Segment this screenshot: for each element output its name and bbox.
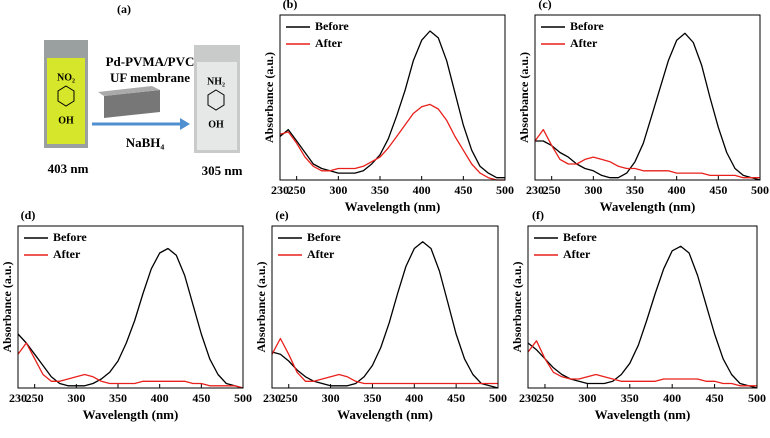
x-tick-label: 230 xyxy=(519,391,537,405)
x-axis-label: Wavelength (nm) xyxy=(337,407,433,422)
x-tick-label: 500 xyxy=(234,391,252,405)
x-tick-label: 500 xyxy=(748,391,766,405)
schematic: (a) NO₂ OH NH₂ OH Pd-PVMA/PVC UF membran… xyxy=(44,2,243,178)
x-tick-label: 450 xyxy=(447,391,465,405)
x-tick-label: 500 xyxy=(489,391,507,405)
x-tick-label: 250 xyxy=(26,391,44,405)
line xyxy=(279,103,505,181)
y-axis-label: Absorbance (a.u.) xyxy=(262,52,276,143)
x-axis-label: Wavelength (nm) xyxy=(595,407,691,422)
x-tick-label: 300 xyxy=(584,183,602,197)
x-tick-label: 300 xyxy=(329,183,347,197)
wavelength-label: 305 nm xyxy=(202,163,243,178)
x-axis-label: Wavelength (nm) xyxy=(83,407,179,422)
x-tick-label: 250 xyxy=(536,391,554,405)
panel-label: (e) xyxy=(275,208,288,222)
arrowhead xyxy=(180,118,190,130)
x-tick-label: 400 xyxy=(151,391,169,405)
legend-label: Before xyxy=(315,19,349,33)
legend-label: After xyxy=(570,36,598,50)
solution xyxy=(197,62,237,150)
x-tick-label: 300 xyxy=(578,391,596,405)
solution xyxy=(47,58,85,144)
x-tick-label: 350 xyxy=(371,183,389,197)
group-label: OH xyxy=(58,115,74,126)
x-tick-label: 350 xyxy=(626,183,644,197)
membrane-label: UF membrane xyxy=(110,70,190,85)
legend-label: Before xyxy=(563,230,597,244)
line xyxy=(17,342,244,389)
x-tick-label: 230 xyxy=(271,183,289,197)
x-tick-label: 250 xyxy=(280,391,298,405)
legend-label: After xyxy=(307,247,335,261)
x-tick-label: 500 xyxy=(496,183,514,197)
x-tick-label: 450 xyxy=(709,183,727,197)
line xyxy=(527,245,758,389)
legend-label: After xyxy=(53,247,81,261)
line xyxy=(535,32,761,181)
y-axis-label: Absorbance (a.u.) xyxy=(517,52,531,143)
chart: (c) 250 300 350 400 450 500 230 Wavelength (nm) A… xyxy=(517,0,769,214)
x-tick-label: 400 xyxy=(405,391,423,405)
group-label: NO₂ xyxy=(57,72,75,83)
x-tick-label: 230 xyxy=(526,183,544,197)
reagent-label: NaBH₄ xyxy=(126,135,165,150)
legend-label: Before xyxy=(307,230,341,244)
membrane xyxy=(98,86,160,96)
benzene xyxy=(57,85,75,107)
panel-label: (d) xyxy=(21,208,36,222)
panel-label: (c) xyxy=(538,0,551,11)
panel-label: (a) xyxy=(117,2,131,16)
y-axis-label: Absorbance (a.u.) xyxy=(510,261,524,352)
line xyxy=(271,337,498,385)
plot-frame xyxy=(279,14,506,181)
y-axis-label: Absorbance (a.u.) xyxy=(0,261,14,352)
membrane xyxy=(104,90,160,118)
x-axis-label: Wavelength (nm) xyxy=(345,199,441,214)
x-tick-label: 230 xyxy=(9,391,27,405)
panel-label: (f) xyxy=(532,208,544,222)
legend-label: Before xyxy=(53,230,87,244)
x-tick-label: 500 xyxy=(751,183,769,197)
line xyxy=(534,128,760,179)
legend-label: After xyxy=(315,36,343,50)
line xyxy=(527,340,757,387)
x-tick-label: 450 xyxy=(192,391,210,405)
x-tick-label: 450 xyxy=(706,391,724,405)
chart: (f) 250 300 350 400 450 500 230 Wavelength (nm) A… xyxy=(510,208,766,422)
plot-frame xyxy=(17,225,244,389)
x-tick-label: 250 xyxy=(288,183,306,197)
x-tick-label: 400 xyxy=(663,391,681,405)
membrane-label: Pd-PVMA/PVC xyxy=(106,54,195,69)
line xyxy=(17,247,244,389)
chart: (b) 250 300 350 400 450 500 230 Wavelength (nm) A… xyxy=(262,0,514,214)
x-tick-label: 230 xyxy=(263,391,281,405)
line xyxy=(279,30,505,179)
x-tick-label: 300 xyxy=(67,391,85,405)
benzene xyxy=(207,89,225,111)
plot-frame xyxy=(527,225,758,389)
legend-label: After xyxy=(563,247,591,261)
x-tick-label: 350 xyxy=(109,391,127,405)
plot-frame xyxy=(271,225,499,389)
panel-label: (b) xyxy=(283,0,298,11)
x-tick-label: 450 xyxy=(454,183,472,197)
line xyxy=(271,241,499,389)
x-tick-label: 350 xyxy=(621,391,639,405)
chart: (d) 250 300 350 400 450 500 230 Wavelength (nm) A… xyxy=(0,208,252,422)
x-axis-label: Wavelength (nm) xyxy=(600,199,696,214)
x-tick-label: 400 xyxy=(413,183,431,197)
x-tick-label: 250 xyxy=(543,183,561,197)
x-tick-label: 400 xyxy=(668,183,686,197)
chart: (e) 250 300 350 400 450 500 230 Wavelength (nm) A… xyxy=(254,208,507,422)
wavelength-label: 403 nm xyxy=(48,161,89,176)
y-axis-label: Absorbance (a.u.) xyxy=(254,261,268,352)
plot-frame xyxy=(534,14,761,181)
x-tick-label: 350 xyxy=(363,391,381,405)
x-tick-label: 300 xyxy=(322,391,340,405)
group-label: OH xyxy=(208,119,224,130)
group-label: NH₂ xyxy=(207,76,225,87)
legend-label: Before xyxy=(570,19,604,33)
